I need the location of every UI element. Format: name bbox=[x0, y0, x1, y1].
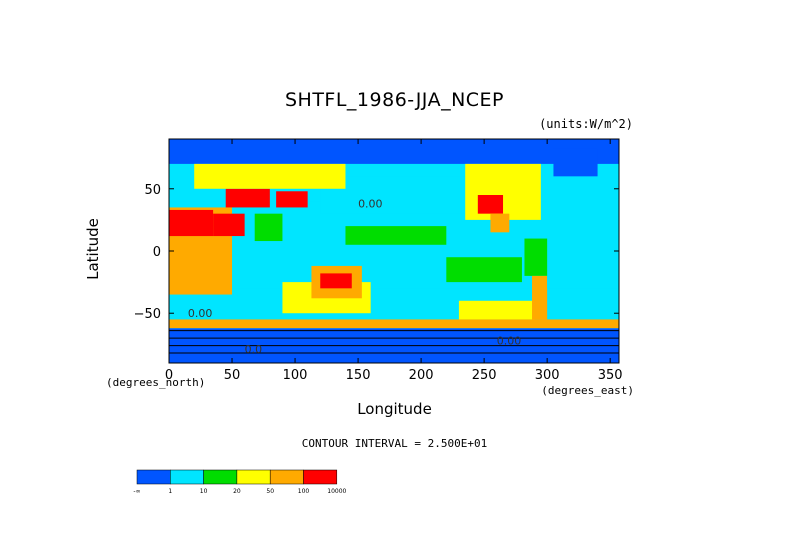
contour-label: 0.00 bbox=[497, 334, 522, 347]
axes: 0 50 100 150 200 250 300 350 50 0 −50 bbox=[134, 139, 623, 383]
region-north-america bbox=[465, 163, 541, 220]
colorbar-swatch bbox=[269, 469, 304, 485]
contour-interval-label: CONTOUR INTERVAL = 2.500E+01 bbox=[301, 437, 488, 450]
contour-label: 0.00 bbox=[358, 197, 383, 210]
x-tick-label: 100 bbox=[283, 368, 308, 383]
region-pacific-green-band bbox=[345, 226, 447, 245]
colorbar-tick-label: 50 bbox=[266, 488, 274, 495]
contour-label: 0.0 bbox=[245, 343, 263, 356]
x-axis-label: Longitude bbox=[357, 400, 432, 418]
region-mexico bbox=[490, 213, 510, 233]
y-tick-label: −50 bbox=[134, 307, 161, 322]
x-unit-label: (degrees_east) bbox=[541, 384, 634, 397]
x-tick-label: 0 bbox=[165, 368, 173, 383]
x-tick-label: 150 bbox=[346, 368, 371, 383]
y-tick-label: 50 bbox=[144, 183, 161, 198]
region-arabia bbox=[213, 213, 245, 237]
colorbar-swatch bbox=[203, 469, 238, 485]
y-axis-label: Latitude bbox=[83, 218, 102, 280]
map-field: 0.00 0.00 0.00 0.0 bbox=[169, 139, 619, 363]
colorbar-tick-label: 20 bbox=[233, 488, 241, 495]
region-australia-centre bbox=[320, 273, 352, 289]
chart-title: SHTFL_1986-JJA_NCEP bbox=[284, 89, 505, 111]
x-tick-label: 200 bbox=[409, 368, 434, 383]
y-unit-label: (degrees_north) bbox=[106, 376, 206, 389]
y-tick-label: 0 bbox=[153, 245, 161, 260]
region-arctic bbox=[169, 139, 619, 164]
x-tick-label: 350 bbox=[598, 368, 623, 383]
region-south-america-south bbox=[532, 275, 548, 320]
region-central-asia bbox=[225, 188, 270, 208]
colorbar-tick-label: 100 bbox=[298, 488, 310, 495]
colorbar-tick-label: 1 bbox=[168, 488, 172, 495]
region-india bbox=[254, 213, 283, 242]
colorbar-tick-label: 10000 bbox=[327, 488, 346, 495]
units-label: (units:W/m^2) bbox=[539, 117, 633, 131]
region-sahara bbox=[169, 209, 214, 237]
region-eurasia-north bbox=[194, 163, 346, 189]
region-us-southwest bbox=[477, 195, 504, 214]
colorbar-swatch bbox=[303, 469, 338, 485]
colorbar-swatch bbox=[236, 469, 271, 485]
region-greenland bbox=[553, 148, 598, 177]
x-tick-label: 300 bbox=[535, 368, 560, 383]
region-tibet-mongolia bbox=[276, 191, 308, 208]
region-southern-band-orange bbox=[169, 319, 619, 329]
colorbar: -∞ 1 10 20 50 100 10000 bbox=[133, 469, 347, 495]
contour-label: 0.00 bbox=[188, 307, 213, 320]
colorbar-swatch bbox=[136, 469, 171, 485]
x-tick-label: 250 bbox=[472, 368, 497, 383]
colorbar-tick-label: -∞ bbox=[133, 488, 140, 495]
x-tick-label: 50 bbox=[224, 368, 241, 383]
region-south-pacific-yellow bbox=[458, 300, 535, 320]
colorbar-tick-label: 10 bbox=[200, 488, 208, 495]
region-atlantic bbox=[547, 188, 619, 289]
region-south-pacific-green bbox=[446, 257, 522, 283]
colorbar-swatch bbox=[170, 469, 204, 485]
